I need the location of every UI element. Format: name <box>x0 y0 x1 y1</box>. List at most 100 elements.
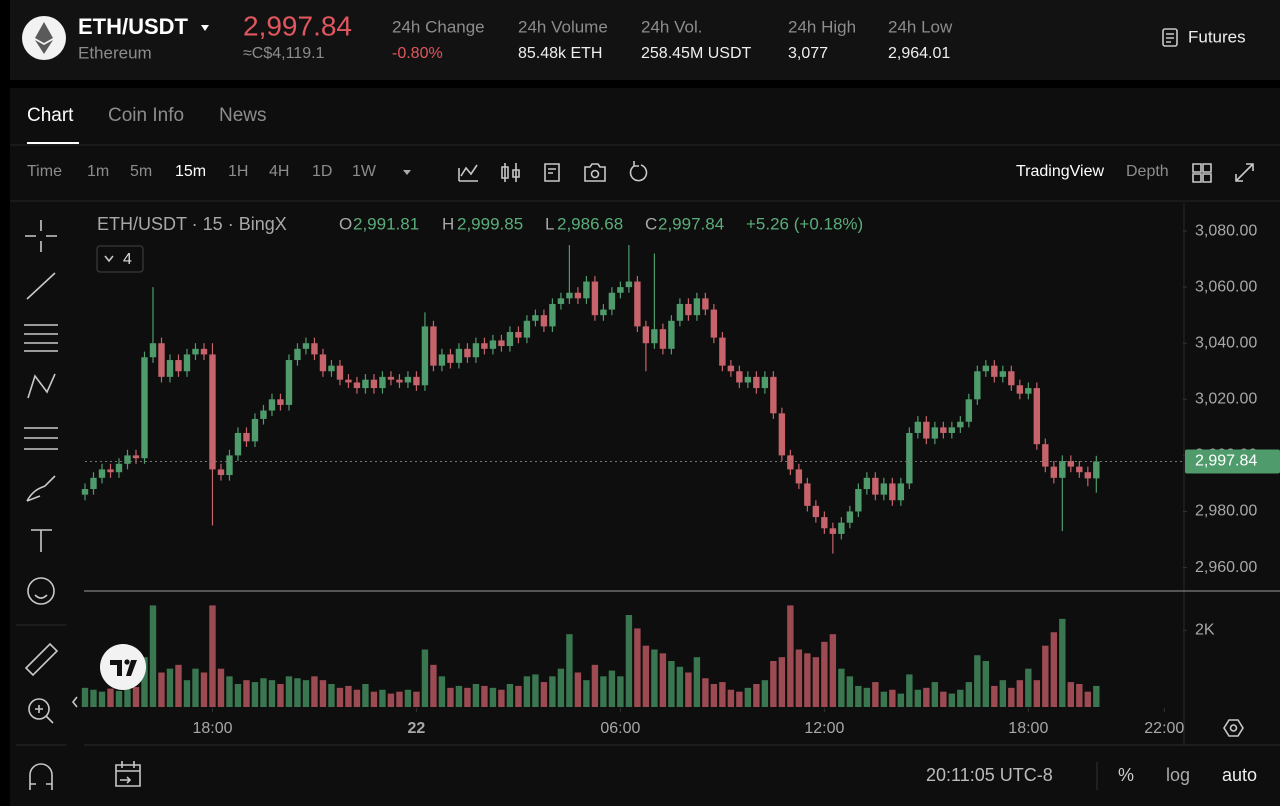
candle-body <box>302 343 310 349</box>
volume-bar <box>676 666 684 707</box>
volume-bar <box>515 685 522 707</box>
volume-bar <box>991 685 998 707</box>
indicator-icon[interactable] <box>458 164 478 182</box>
volume-bar <box>906 674 913 707</box>
candle-body <box>880 483 888 495</box>
volume-bar <box>81 687 89 707</box>
tab[interactable]: Coin Info <box>108 105 184 126</box>
volume-bar <box>889 689 896 707</box>
last-price-tag <box>1185 449 1280 474</box>
interval[interactable]: 1D <box>312 163 332 180</box>
interval[interactable]: 4H <box>269 163 289 180</box>
volume-bar <box>124 689 131 707</box>
layout-icon[interactable] <box>1192 163 1212 183</box>
fullscreen-icon[interactable] <box>1235 163 1254 182</box>
line-tool[interactable] <box>26 272 56 300</box>
indicator-toggle[interactable] <box>96 245 144 273</box>
candle-body <box>1016 385 1024 394</box>
volume-bar <box>982 661 990 707</box>
candle-body <box>234 432 242 456</box>
scale-option[interactable]: % <box>1118 765 1134 785</box>
fiat-price: ≈C$4,119.1 <box>243 45 325 62</box>
crosshair-tool[interactable] <box>25 220 57 252</box>
volume-bar <box>804 653 811 707</box>
candle-body <box>430 326 437 366</box>
reset-icon[interactable] <box>629 161 648 182</box>
volume-bar <box>532 674 539 707</box>
volume-bar <box>472 684 480 707</box>
prediction-tool[interactable] <box>24 427 58 450</box>
interval-active[interactable]: 15m <box>175 163 206 180</box>
volume-bar <box>294 678 301 707</box>
scale-option[interactable]: auto <box>1222 765 1257 785</box>
tab[interactable]: News <box>219 105 267 126</box>
zoom-tool[interactable] <box>28 698 50 720</box>
candle-body <box>549 303 556 327</box>
eth-icon <box>35 22 53 54</box>
x-tick-label: 18:00 <box>192 720 232 737</box>
volume-bar <box>999 680 1007 707</box>
futures-link[interactable]: Futures <box>1188 27 1246 46</box>
volume-bar <box>897 693 905 707</box>
interval-dropdown[interactable] <box>403 170 411 175</box>
candle-body <box>897 483 905 501</box>
volume-bar <box>872 682 879 707</box>
text-tool[interactable] <box>31 529 52 552</box>
settings-icon[interactable] <box>1223 719 1244 737</box>
candle-body <box>1076 466 1083 473</box>
volume-bar <box>523 676 531 707</box>
settings-icon-center <box>1229 724 1238 732</box>
candle-body <box>583 281 590 299</box>
interval[interactable]: 1m <box>87 163 109 180</box>
snapshot-icon[interactable] <box>584 163 606 182</box>
candle-body <box>1067 461 1075 467</box>
price: 2,997.84 <box>243 10 352 41</box>
volume-bar <box>855 685 862 707</box>
tab-active[interactable]: Chart <box>27 105 74 126</box>
pair-dropdown[interactable] <box>201 25 209 31</box>
view-active[interactable]: TradingView <box>1016 163 1104 180</box>
date-range-icon[interactable] <box>115 761 141 787</box>
tv-logo[interactable] <box>100 644 146 690</box>
volume-bar <box>617 676 624 707</box>
volume-bar <box>498 689 505 707</box>
last-price-label: 2,997.84 <box>1195 453 1257 470</box>
volume-bar <box>336 687 344 707</box>
volume-bar <box>787 605 794 707</box>
candle-body <box>540 315 548 327</box>
template-icon[interactable] <box>544 163 560 182</box>
futures-icon[interactable] <box>1162 28 1178 47</box>
interval[interactable]: 1W <box>352 163 377 180</box>
interval[interactable]: Time <box>27 163 62 180</box>
pair[interactable]: ETH/USDT <box>78 14 189 39</box>
volume-bar <box>98 691 106 707</box>
brush-tool[interactable] <box>26 475 56 502</box>
view[interactable]: Depth <box>1126 163 1169 180</box>
candle-body <box>319 354 327 372</box>
volume-bar <box>838 668 845 707</box>
pattern-tool[interactable] <box>27 373 56 399</box>
collapse-arrow[interactable] <box>71 696 78 708</box>
candle-body <box>353 382 361 389</box>
magnet-tool[interactable] <box>29 763 53 790</box>
volume-bar <box>778 657 786 707</box>
volume-bar <box>549 676 556 707</box>
interval[interactable]: 1H <box>228 163 248 180</box>
volume-bar <box>353 689 361 707</box>
candle-body <box>183 354 191 372</box>
candle-body <box>149 343 157 358</box>
y-tick-label: 3,060.00 <box>1195 278 1257 295</box>
fib-tool[interactable] <box>24 324 58 352</box>
emoji-tool[interactable] <box>27 577 55 605</box>
volume-bar <box>608 670 616 707</box>
candle-body <box>821 517 828 529</box>
interval[interactable]: 5m <box>130 163 152 180</box>
volume-bar <box>659 653 667 707</box>
candle-body <box>285 360 293 405</box>
candle-type-icon[interactable] <box>501 163 520 182</box>
ruler-tool[interactable] <box>24 642 59 677</box>
volume-bar <box>464 687 471 707</box>
volume-bar <box>540 682 548 707</box>
scale-option[interactable]: log <box>1166 765 1190 785</box>
candle-body <box>1042 444 1049 467</box>
